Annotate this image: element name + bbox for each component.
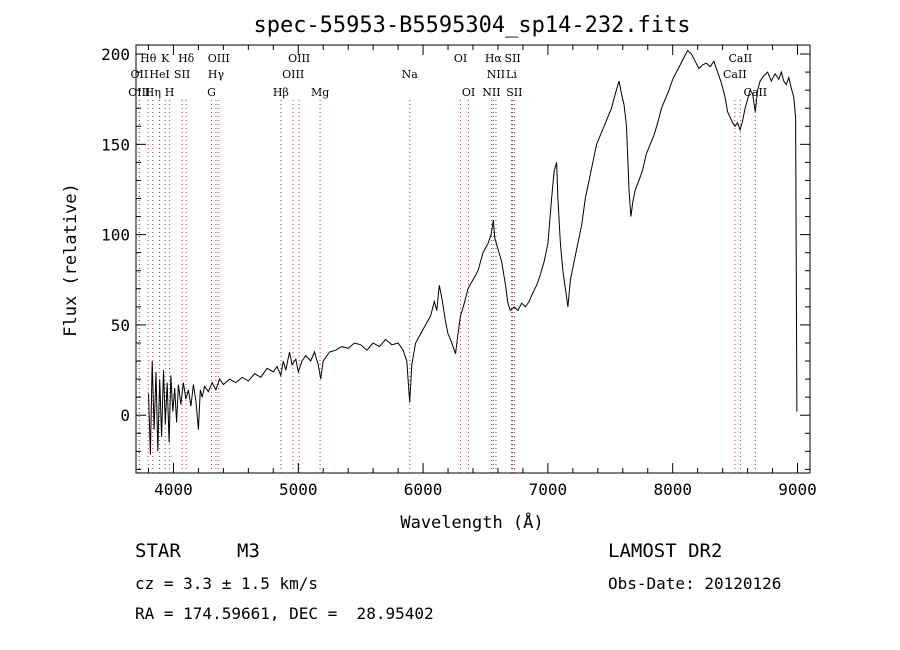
line-label: Hδ (178, 52, 195, 65)
line-label: OII (131, 68, 149, 81)
line-label: NII (482, 86, 500, 99)
x-tick-label: 6000 (404, 480, 443, 499)
y-tick-label: 200 (101, 45, 130, 64)
line-label: SII (504, 52, 520, 65)
line-label: CaII (723, 68, 747, 81)
line-label: G (207, 86, 216, 99)
spectrum-line (148, 49, 798, 455)
y-axis-label: Flux (relative) (61, 183, 81, 337)
object-class: STAR (135, 540, 181, 562)
y-tick-label: 150 (101, 135, 130, 154)
x-axis-label: Wavelength (Å) (400, 511, 543, 533)
x-tick-label: 4000 (154, 480, 193, 499)
x-tick-label: 8000 (653, 480, 692, 499)
line-label: Mg (311, 86, 329, 99)
y-tick-label: 50 (111, 316, 130, 335)
x-tick-label: 7000 (529, 480, 568, 499)
redshift-velocity: cz = 3.3 ± 1.5 km/s (135, 574, 319, 593)
observation-date: Obs-Date: 20120126 (608, 574, 782, 593)
line-label: SII (174, 68, 190, 81)
line-marker-group (138, 100, 756, 473)
line-label: K (161, 52, 170, 65)
y-tick-label: 100 (101, 226, 130, 245)
chart-title: spec-55953-B5595304_sp14-232.fits (253, 13, 690, 38)
object-subclass: M3 (237, 540, 260, 562)
line-label: CaII (729, 52, 753, 65)
x-axis-ticks: 4000 5000 6000 7000 8000 9000 (147, 45, 817, 499)
line-label: OIII (282, 68, 304, 81)
line-label: OI (462, 86, 475, 99)
line-label: Na (402, 68, 419, 81)
coordinates: RA = 174.59661, DEC = 28.95402 (135, 604, 434, 623)
line-label: CaII (743, 86, 767, 99)
line-label: OIII (208, 52, 230, 65)
line-label: NII (487, 68, 505, 81)
spectrum-plot: spec-55953-B5595304_sp14-232.fits Hθ OII O… (61, 13, 817, 533)
line-label: H (165, 86, 175, 99)
line-label: HeI (149, 68, 169, 81)
line-label: Hθ (140, 52, 157, 65)
line-label: Hη (145, 86, 161, 99)
y-tick-label: 0 (120, 406, 130, 425)
survey-name: LAMOST DR2 (608, 540, 723, 562)
line-label: Hα (485, 52, 503, 65)
line-label: OIII (288, 52, 310, 65)
line-label: Hγ (208, 68, 225, 81)
line-label: SII (506, 86, 522, 99)
x-tick-label: 9000 (778, 480, 817, 499)
line-label-group: Hθ OII OIII K HeI Hη SII H Hδ OIII Hγ G Hβ OIII OIII Mg… (128, 52, 767, 99)
x-tick-label: 5000 (279, 480, 318, 499)
line-label: Hβ (273, 86, 289, 99)
line-label: OI (454, 52, 467, 65)
line-label: OIII (128, 86, 150, 99)
line-label: Li (506, 68, 517, 81)
plot-frame (135, 44, 811, 474)
y-axis-ticks: 0 50 100 150 200 (101, 45, 810, 470)
